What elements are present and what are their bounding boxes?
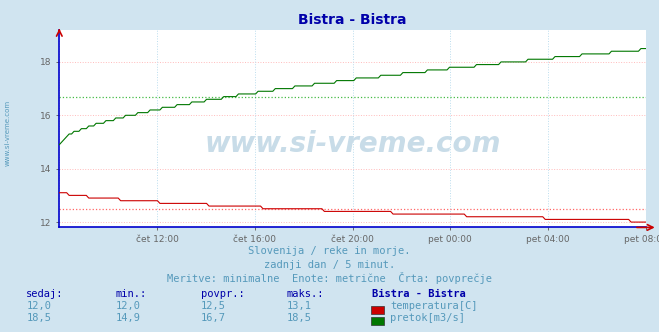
Text: 12,5: 12,5 [201,301,226,311]
Text: povpr.:: povpr.: [201,289,244,299]
Text: www.si-vreme.com: www.si-vreme.com [5,100,11,166]
Text: sedaj:: sedaj: [26,289,64,299]
Text: www.si-vreme.com: www.si-vreme.com [204,130,501,158]
Text: zadnji dan / 5 minut.: zadnji dan / 5 minut. [264,260,395,270]
Text: 18,5: 18,5 [287,313,312,323]
Text: 13,1: 13,1 [287,301,312,311]
Text: Slovenija / reke in morje.: Slovenija / reke in morje. [248,246,411,256]
Text: min.:: min.: [115,289,146,299]
Text: temperatura[C]: temperatura[C] [390,301,478,311]
Text: 16,7: 16,7 [201,313,226,323]
Text: Bistra - Bistra: Bistra - Bistra [372,289,466,299]
Text: 12,0: 12,0 [115,301,140,311]
Text: 12,0: 12,0 [26,301,51,311]
Text: 18,5: 18,5 [26,313,51,323]
Text: pretok[m3/s]: pretok[m3/s] [390,313,465,323]
Text: Meritve: minimalne  Enote: metrične  Črta: povprečje: Meritve: minimalne Enote: metrične Črta:… [167,272,492,284]
Text: 14,9: 14,9 [115,313,140,323]
Title: Bistra - Bistra: Bistra - Bistra [299,13,407,27]
Text: maks.:: maks.: [287,289,324,299]
